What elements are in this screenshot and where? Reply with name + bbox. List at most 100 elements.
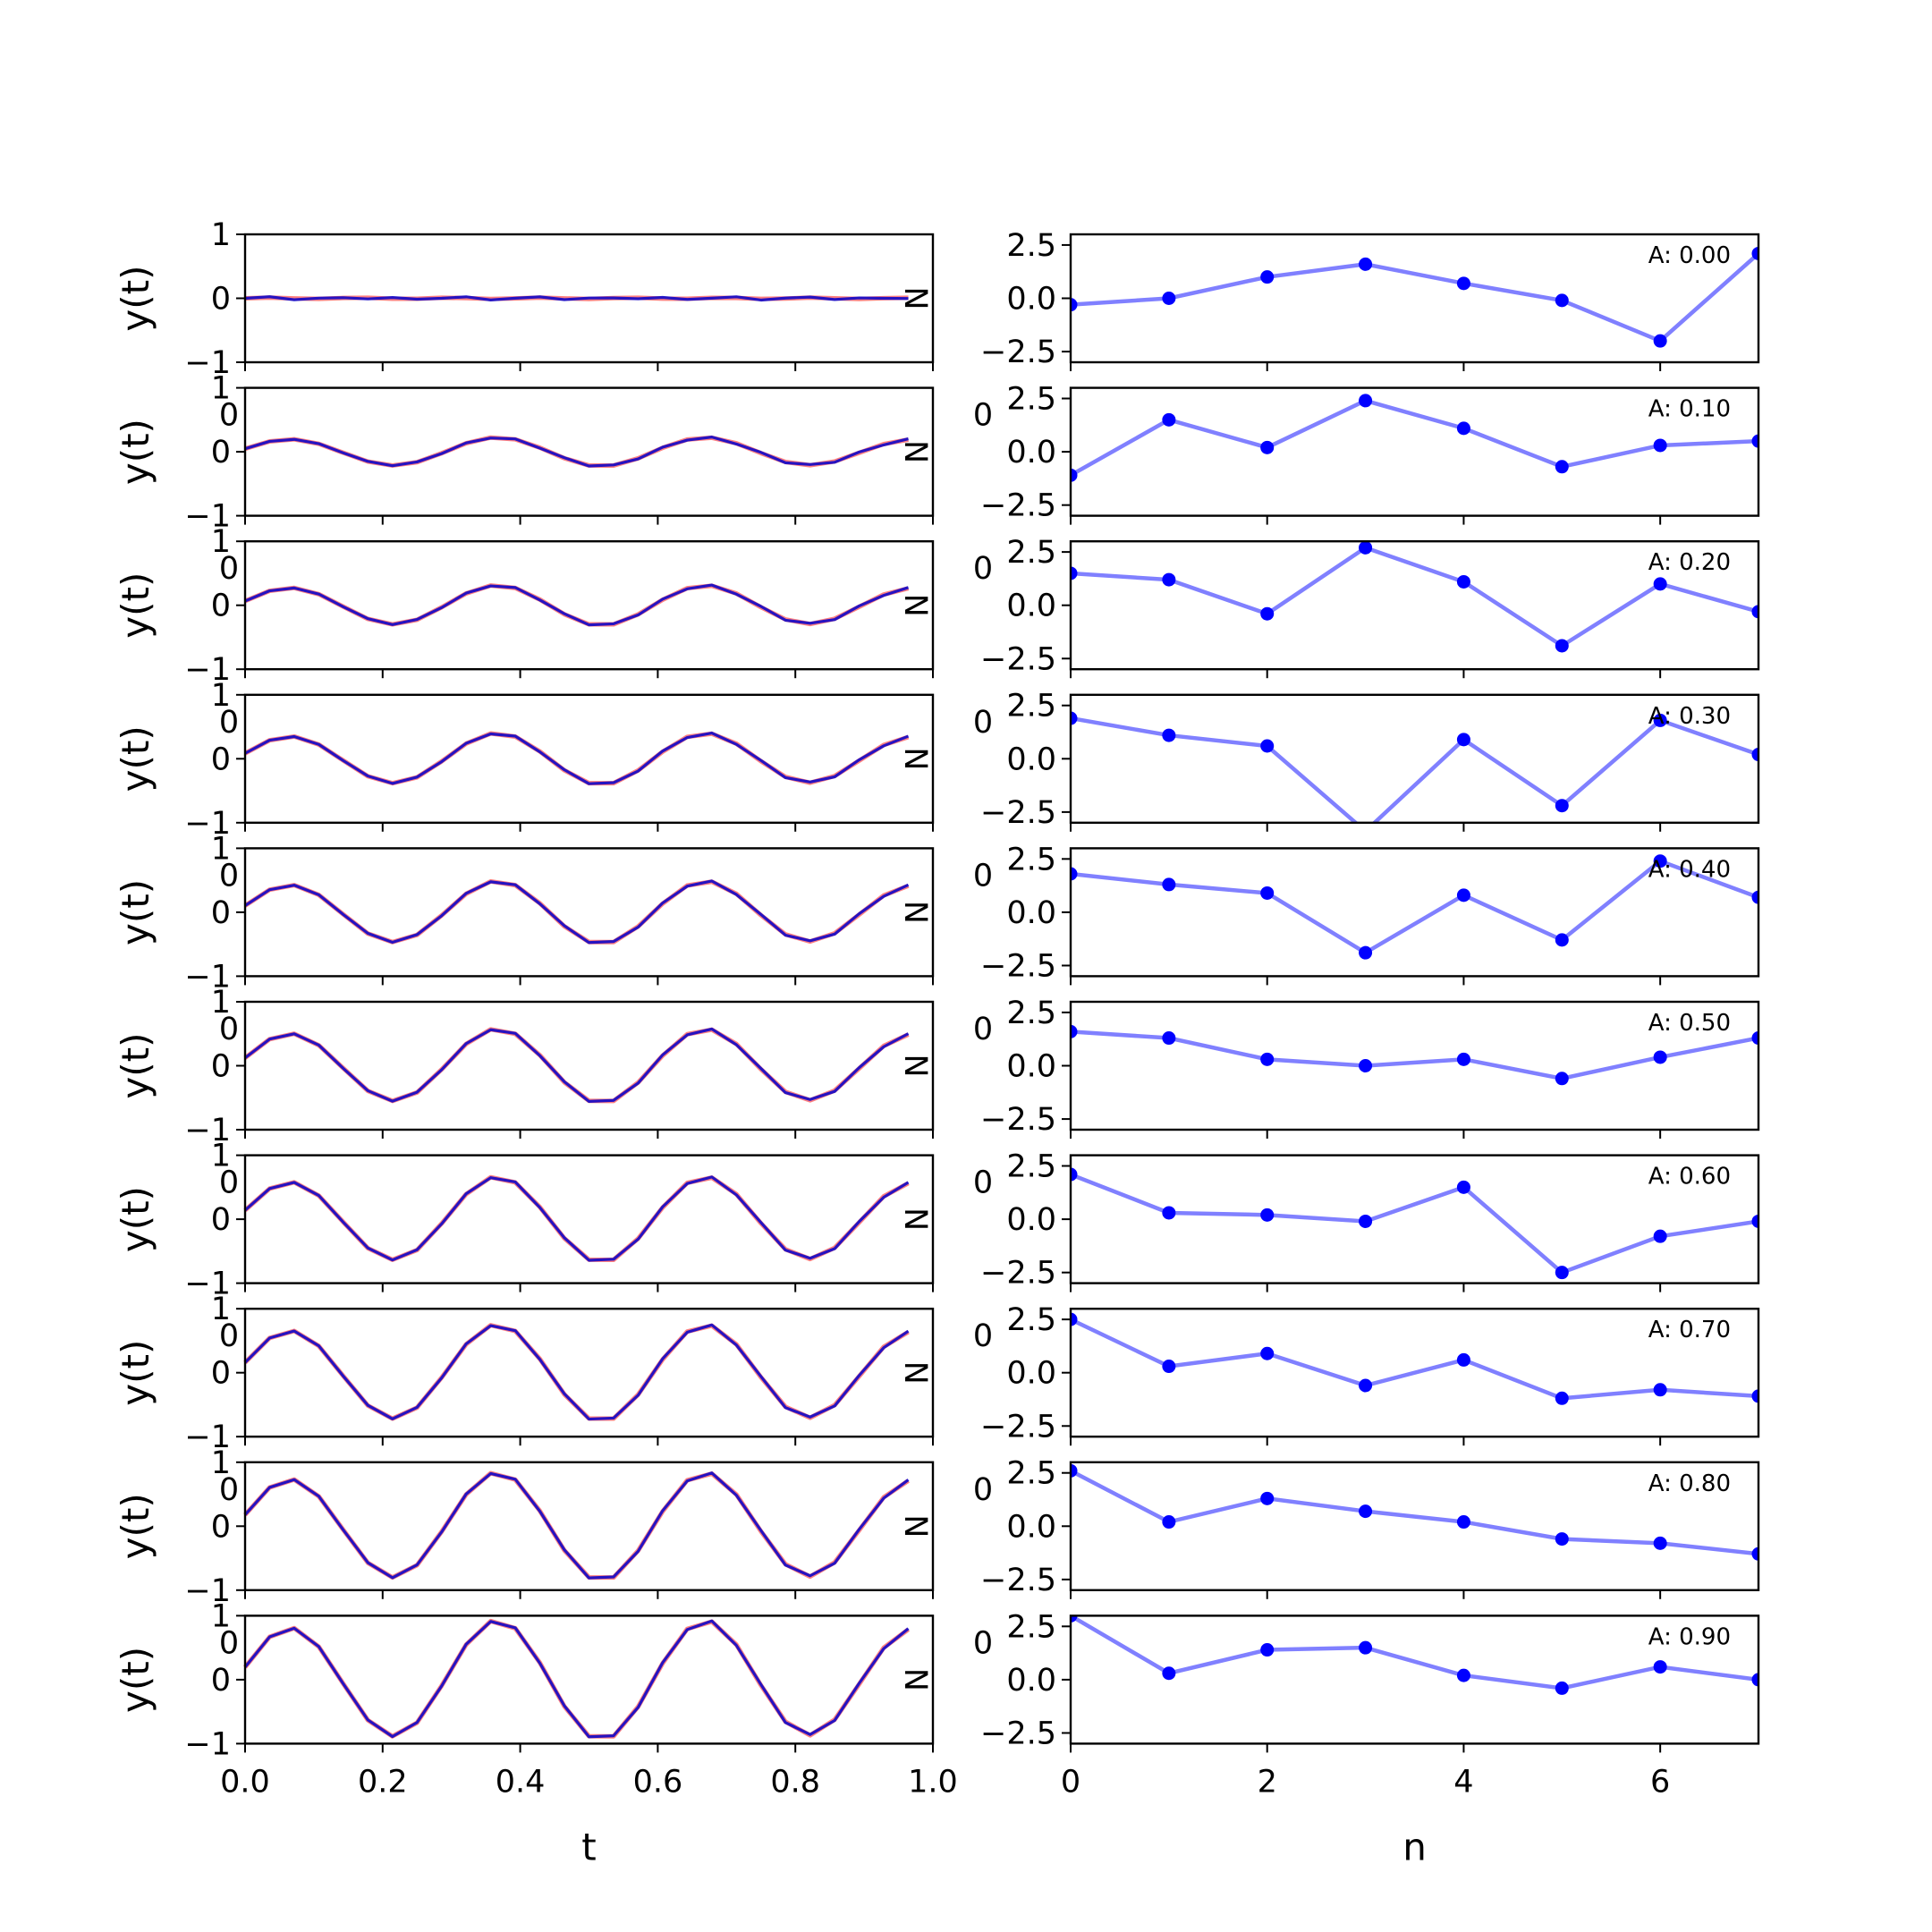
point-0-0 xyxy=(1071,298,1078,312)
fit-curve-7 xyxy=(243,1323,910,1421)
right-overlap-label-4: 0 xyxy=(973,858,993,894)
point-2-1 xyxy=(1162,572,1176,587)
right-ytick-label-6-1: 0.0 xyxy=(1006,1202,1056,1238)
point-4-6 xyxy=(1653,854,1667,869)
point-9-3 xyxy=(1359,1640,1373,1655)
right-ytick-label-6-2: 2.5 xyxy=(1006,1149,1056,1185)
point-0-1 xyxy=(1162,292,1176,305)
right-ytick-label-1-0: −2.5 xyxy=(980,488,1056,524)
point-4-1 xyxy=(1162,877,1176,892)
series-line-9 xyxy=(1071,1615,1758,1690)
left-ytick-label-5-2: 1 xyxy=(211,985,231,1021)
right-xtick-label-3: 6 xyxy=(1650,1764,1670,1800)
annotation-5: A: 0.50 xyxy=(1648,1010,1731,1037)
left-ylabel-3: y(t) xyxy=(114,725,157,792)
left-ytick-label-1-0: −1 xyxy=(184,499,231,535)
point-7-3 xyxy=(1359,1378,1373,1393)
left-ylabel-4: y(t) xyxy=(114,879,157,945)
right-ytick-label-4-0: −2.5 xyxy=(980,948,1056,984)
left-ytick-label-4-2: 1 xyxy=(211,831,231,867)
point-1-6 xyxy=(1653,438,1667,453)
right-ytick-label-9-1: 0.0 xyxy=(1006,1663,1056,1699)
fit-curve-1 xyxy=(244,436,909,468)
right-overlap-label-8: 0 xyxy=(973,1472,993,1508)
left-ytick-label-8-2: 1 xyxy=(211,1445,231,1481)
point-0-6 xyxy=(1653,334,1667,348)
point-5-3 xyxy=(1359,1059,1373,1072)
annotation-2: A: 0.20 xyxy=(1648,549,1731,576)
point-3-7 xyxy=(1751,748,1758,762)
fit-curve-9 xyxy=(243,1619,910,1739)
right-ytick-label-2-0: −2.5 xyxy=(980,641,1056,677)
point-1-1 xyxy=(1162,412,1176,427)
left-overlap-label-9: 0 xyxy=(219,1625,239,1661)
right-ytick-label-0-1: 0.0 xyxy=(1006,282,1056,318)
point-9-2 xyxy=(1260,1643,1275,1657)
point-0-2 xyxy=(1260,270,1275,284)
left-overlap-label-8: 0 xyxy=(219,1472,239,1508)
left-overlap-label-7: 0 xyxy=(219,1318,239,1354)
point-1-0 xyxy=(1071,468,1078,482)
left-ylabel-2: y(t) xyxy=(114,572,157,639)
left-ytick-label-3-1: 0 xyxy=(211,741,231,777)
left-ylabel-9: y(t) xyxy=(114,1647,157,1713)
right-overlap-label-9: 0 xyxy=(973,1625,993,1661)
right-ytick-label-1-1: 0.0 xyxy=(1006,435,1056,470)
edge-marker-2: N xyxy=(897,594,933,617)
left-ylabel-8: y(t) xyxy=(114,1493,157,1559)
point-8-7 xyxy=(1751,1546,1758,1561)
left-overlap-label-3: 0 xyxy=(219,705,239,741)
fit-curve-8 xyxy=(243,1471,910,1580)
left-ylabel-7: y(t) xyxy=(114,1340,157,1406)
right-xtick-label-2: 4 xyxy=(1453,1764,1473,1800)
annotation-3: A: 0.30 xyxy=(1648,703,1731,730)
right-xlabel: n xyxy=(1402,1825,1427,1868)
left-ytick-label-4-1: 0 xyxy=(211,895,231,931)
point-0-4 xyxy=(1456,276,1470,291)
right-ytick-label-9-2: 2.5 xyxy=(1006,1609,1056,1645)
right-ytick-label-7-1: 0.0 xyxy=(1006,1356,1056,1392)
edge-marker-4: N xyxy=(897,901,933,924)
left-overlap-label-4: 0 xyxy=(219,858,239,894)
left-ylabel-6: y(t) xyxy=(114,1186,157,1252)
left-axes-frame-2 xyxy=(243,540,935,671)
right-ytick-label-7-0: −2.5 xyxy=(980,1409,1056,1445)
left-ytick-label-8-0: −1 xyxy=(184,1573,231,1609)
series-line-5 xyxy=(1071,1030,1758,1081)
right-panel-7: −2.5 0.0 2.5 0 A: 0.70 xyxy=(973,1302,1760,1446)
annotation-0: A: 0.00 xyxy=(1648,242,1731,269)
right-ytick-label-4-2: 2.5 xyxy=(1006,842,1056,877)
point-4-2 xyxy=(1260,886,1275,900)
right-ytick-label-8-0: −2.5 xyxy=(980,1563,1056,1598)
point-4-0 xyxy=(1071,867,1078,881)
point-5-5 xyxy=(1555,1072,1569,1086)
left-xtick-label-4: 0.8 xyxy=(770,1764,820,1800)
left-ytick-label-2-1: 0 xyxy=(211,589,231,624)
annotation-8: A: 0.80 xyxy=(1648,1470,1731,1497)
point-0-7 xyxy=(1751,246,1758,260)
point-1-3 xyxy=(1359,394,1373,408)
left-ytick-label-2-0: −1 xyxy=(184,652,231,688)
point-9-4 xyxy=(1456,1668,1470,1682)
left-ytick-label-6-1: 0 xyxy=(211,1202,231,1238)
point-3-0 xyxy=(1071,711,1078,725)
point-3-4 xyxy=(1456,733,1470,747)
left-xtick-label-0: 0.0 xyxy=(220,1764,270,1800)
annotation-9: A: 0.90 xyxy=(1648,1623,1731,1650)
right-ytick-label-9-0: −2.5 xyxy=(980,1716,1056,1751)
edge-marker-8: N xyxy=(897,1514,933,1538)
left-ytick-label-3-0: −1 xyxy=(184,806,231,842)
annotation-6: A: 0.60 xyxy=(1648,1164,1731,1191)
point-7-1 xyxy=(1162,1360,1176,1374)
left-ytick-label-8-1: 0 xyxy=(211,1509,231,1545)
point-1-2 xyxy=(1260,440,1275,454)
right-ytick-label-5-2: 2.5 xyxy=(1006,996,1056,1031)
left-ytick-label-0-1: 0 xyxy=(211,282,231,318)
right-panel-1: −2.5 0.0 2.5 0 A: 0.10 xyxy=(973,382,1760,525)
point-7-2 xyxy=(1260,1346,1275,1360)
point-8-2 xyxy=(1260,1491,1275,1505)
